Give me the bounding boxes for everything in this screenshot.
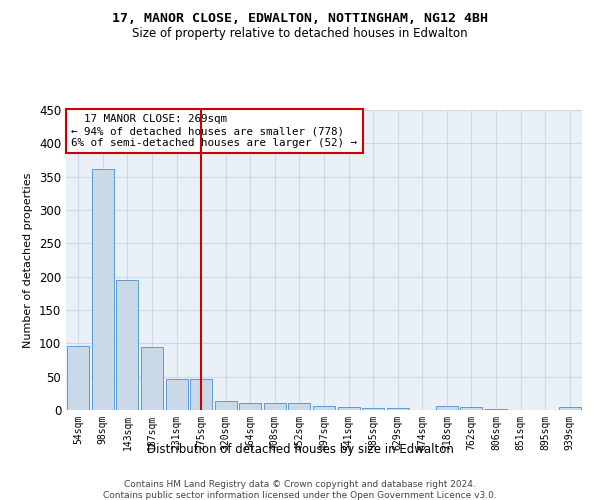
Text: 17, MANOR CLOSE, EDWALTON, NOTTINGHAM, NG12 4BH: 17, MANOR CLOSE, EDWALTON, NOTTINGHAM, N… xyxy=(112,12,488,26)
Bar xyxy=(362,408,384,410)
Bar xyxy=(215,400,237,410)
Bar xyxy=(166,380,188,410)
Bar xyxy=(116,280,139,410)
Bar xyxy=(239,402,262,410)
Bar xyxy=(386,408,409,410)
Bar xyxy=(190,380,212,410)
Bar xyxy=(460,406,482,410)
Bar xyxy=(559,408,581,410)
Text: 17 MANOR CLOSE: 269sqm  
← 94% of detached houses are smaller (778)
6% of semi-d: 17 MANOR CLOSE: 269sqm ← 94% of detached… xyxy=(71,114,357,148)
Bar xyxy=(338,406,359,410)
Text: Contains public sector information licensed under the Open Government Licence v3: Contains public sector information licen… xyxy=(103,491,497,500)
Y-axis label: Number of detached properties: Number of detached properties xyxy=(23,172,34,348)
Bar xyxy=(264,404,286,410)
Bar xyxy=(92,168,114,410)
Text: Contains HM Land Registry data © Crown copyright and database right 2024.: Contains HM Land Registry data © Crown c… xyxy=(124,480,476,489)
Bar xyxy=(313,406,335,410)
Text: Size of property relative to detached houses in Edwalton: Size of property relative to detached ho… xyxy=(132,28,468,40)
Bar xyxy=(436,406,458,410)
Bar xyxy=(67,346,89,410)
Bar xyxy=(289,404,310,410)
Text: Distribution of detached houses by size in Edwalton: Distribution of detached houses by size … xyxy=(146,442,454,456)
Bar xyxy=(141,346,163,410)
